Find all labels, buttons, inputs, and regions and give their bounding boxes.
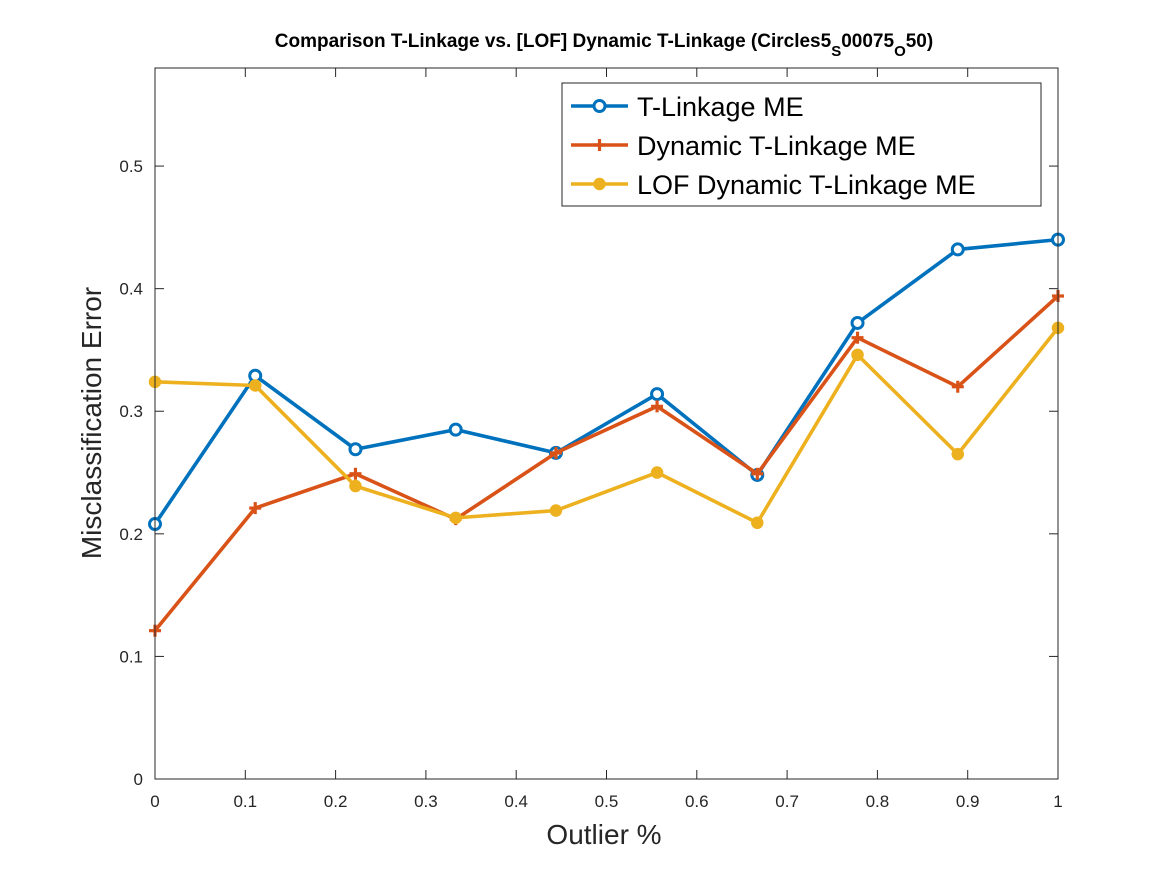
- chart-title: Comparison T-Linkage vs. [LOF] Dynamic T…: [275, 31, 933, 60]
- lof-dynamic-t-linkage-me-marker: [449, 511, 462, 525]
- lof-dynamic-t-linkage-me-marker: [549, 504, 563, 517]
- chart-title-main: Comparison T-Linkage vs. [LOF] Dynamic T…: [275, 31, 832, 52]
- x-tick-label: 0.2: [324, 792, 348, 811]
- x-tick-label: 0.3: [414, 792, 438, 811]
- legend-items: T-Linkage ME Dynamic T-Linkage ME LOF Dyna…: [571, 92, 976, 200]
- dynamic-t-linkage-me-marker: [951, 380, 964, 393]
- dynamic-t-linkage-me-marker: [651, 400, 664, 413]
- legend-item-t-linkage-me: T-Linkage ME: [571, 92, 804, 122]
- lof-dynamic-t-linkage-me-marker: [851, 348, 864, 362]
- dynamic-t-linkage-me-marker: [349, 467, 362, 480]
- x-tick-label: 0.7: [775, 792, 799, 811]
- x-tick-label: 0.9: [956, 792, 980, 811]
- legend: T-Linkage ME Dynamic T-Linkage ME LOF Dyna…: [561, 82, 1042, 207]
- legend-label: LOF Dynamic T-Linkage ME: [637, 170, 976, 200]
- chart-title-end: 50): [906, 31, 933, 52]
- axis-ticks: 0 0.1 0.2 0.3 0.4 0.5 0.6 0.7 0.8 0.9 1 0 0.1 0.2 0.3 0…: [119, 68, 1063, 811]
- t-linkage-me-marker: [650, 387, 665, 402]
- x-tick-label: 1: [1053, 792, 1062, 811]
- legend-dynamic-t-linkage-me-marker: [593, 139, 606, 151]
- legend-label: T-Linkage ME: [637, 92, 804, 122]
- x-tick-label: 0: [150, 792, 159, 811]
- x-tick-label: 0.4: [504, 792, 528, 811]
- legend-label: Dynamic T-Linkage ME: [637, 131, 916, 161]
- y-tick-label: 0.2: [119, 525, 143, 544]
- lof-dynamic-t-linkage-me-marker: [751, 516, 764, 530]
- chart-title-subscript-2: O: [894, 43, 906, 60]
- x-axis-label: Outlier %: [546, 819, 661, 850]
- y-tick-label: 0.4: [119, 280, 143, 299]
- y-tick-label: 0.3: [119, 402, 143, 421]
- legend-item-dynamic-t-linkage-me: Dynamic T-Linkage ME: [571, 131, 916, 161]
- x-tick-label: 0.8: [866, 792, 890, 811]
- y-axis-label: Misclassification Error: [76, 287, 107, 559]
- axes-box: [154, 67, 1059, 780]
- x-tick-label: 0.5: [595, 792, 619, 811]
- legend-lof-dynamic-t-linkage-me-marker: [593, 177, 606, 191]
- dynamic-t-linkage-me-marker: [549, 446, 562, 459]
- x-tick-label: 0.1: [233, 792, 257, 811]
- chart-title-mid: 00075: [841, 31, 894, 52]
- dynamic-t-linkage-me-marker: [751, 467, 764, 480]
- lof-dynamic-t-linkage-me-marker: [650, 466, 664, 479]
- y-tick-label: 0: [134, 770, 143, 789]
- dynamic-t-linkage-me-line: [153, 294, 1060, 633]
- lof-dynamic-t-linkage-me-marker: [951, 447, 965, 461]
- t-linkage-me-line: [153, 237, 1060, 526]
- t-linkage-me-marker: [850, 315, 865, 330]
- legend-t-linkage-me-marker: [592, 99, 607, 113]
- y-tick-label: 0.1: [119, 647, 143, 666]
- x-tick-label: 0.6: [685, 792, 709, 811]
- chart-title-subscript-1: S: [831, 43, 841, 60]
- legend-box: [561, 82, 1042, 207]
- lof-dynamic-t-linkage-me-marker: [248, 379, 262, 392]
- t-linkage-me-marker: [950, 242, 965, 257]
- lof-dynamic-t-linkage-me-line: [153, 326, 1060, 525]
- t-linkage-me-marker: [448, 422, 463, 437]
- y-tick-label: 0.5: [119, 157, 143, 176]
- t-linkage-me-marker: [348, 442, 363, 457]
- legend-item-lof-dynamic-t-linkage-me: LOF Dynamic T-Linkage ME: [571, 170, 976, 200]
- lof-dynamic-t-linkage-me-marker: [349, 479, 362, 493]
- dynamic-t-linkage-me-marker: [851, 331, 864, 344]
- dynamic-t-linkage-me-marker: [249, 502, 262, 515]
